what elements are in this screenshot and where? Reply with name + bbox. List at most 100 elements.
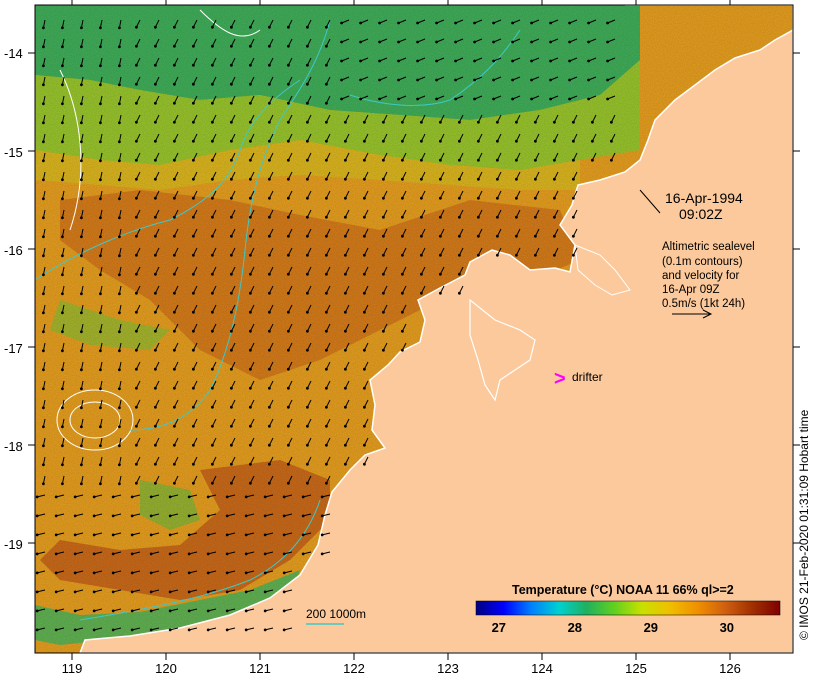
velocity-arrow-head [397,97,400,101]
velocity-arrow-head [80,387,83,391]
velocity-arrow-head [42,178,45,182]
velocity-arrow-head [130,495,134,499]
velocity-arrow-head [118,387,121,391]
velocity-arrow-head [568,78,571,82]
velocity-arrow-head [92,552,96,556]
velocity-arrow-head [301,533,305,537]
velocity-arrow-head [61,406,64,410]
velocity-arrow-head [268,120,271,124]
velocity-arrow-head [54,590,58,594]
velocity-arrow-head [211,196,214,200]
velocity-arrow-head [192,63,195,67]
velocity-arrow-head [515,215,518,219]
velocity-arrow-head [135,101,138,105]
velocity-arrow-head [553,234,556,238]
velocity-arrow-head [135,44,138,48]
velocity-arrow-head [173,234,176,238]
velocity-arrow-head [439,120,442,124]
velocity-arrow-head [263,533,267,537]
velocity-arrow-head [192,25,195,29]
velocity-arrow-head [553,120,556,124]
velocity-arrow-head [568,21,571,25]
velocity-arrow-head [458,177,461,181]
velocity-arrow-head [61,482,64,486]
velocity-arrow-head [206,609,210,613]
velocity-arrow-head [211,462,214,466]
velocity-arrow-head [154,25,157,29]
velocity-arrow-head [42,292,45,296]
velocity-arrow-head [282,514,286,518]
velocity-arrow-head [173,196,176,200]
velocity-arrow-head [282,628,286,632]
velocity-arrow-head [135,329,138,333]
velocity-arrow-head [420,139,423,143]
velocity-arrow-head [73,514,77,518]
velocity-arrow-head [118,349,121,353]
velocity-arrow-head [149,628,153,632]
velocity-arrow-head [268,443,271,447]
velocity-arrow-head [61,121,64,125]
plot-frame [34,4,794,654]
velocity-arrow-head [359,59,362,63]
velocity-arrow-head [35,609,39,613]
velocity-arrow-head [344,462,347,466]
velocity-arrow-head [496,120,499,124]
velocity-arrow-head [192,291,195,295]
velocity-arrow-head [192,348,195,352]
velocity-arrow-head [80,311,83,315]
velocity-arrow-head [54,571,58,575]
velocity-arrow-head [363,329,366,333]
velocity-arrow-head [230,405,233,409]
velocity-arrow-head [458,196,461,200]
velocity-arrow-head [230,310,233,314]
velocity-arrow-head [80,121,83,125]
velocity-arrow-head [149,609,153,613]
velocity-arrow-head [249,82,252,86]
velocity-arrow-head [287,253,290,257]
velocity-arrow-head [320,533,324,537]
velocity-arrow-head [206,533,210,537]
velocity-arrow-head [135,386,138,390]
velocity-arrow-head [306,367,309,371]
velocity-arrow-head [230,329,233,333]
velocity-arrow-head [420,234,423,238]
velocity-arrow-head [230,234,233,238]
velocity-arrow-head [534,253,537,257]
velocity-arrow-head [92,628,96,632]
velocity-arrow-head [130,628,134,632]
velocity-arrow-head [306,443,309,447]
velocity-arrow-head [192,310,195,314]
velocity-arrow-head [477,158,480,162]
velocity-arrow-head [530,21,533,25]
velocity-arrow-head [73,628,77,632]
velocity-arrow-head [135,272,138,276]
velocity-arrow-head [35,514,39,518]
velocity-arrow-head [230,101,233,105]
velocity-arrow-head [401,234,404,238]
velocity-arrow-head [80,83,83,87]
colorbar-tick-label: 30 [720,620,734,635]
velocity-arrow-head [173,177,176,181]
velocity-arrow-head [263,552,267,556]
velocity-arrow-head [306,82,309,86]
velocity-arrow-head [515,158,518,162]
velocity-arrow-head [344,177,347,181]
velocity-arrow-head [61,311,64,315]
x-axis: 119 120 121 122 123 124 125 126 [62,661,741,676]
velocity-arrow-head [168,495,172,499]
velocity-arrow-head [35,552,39,556]
velocity-arrow-head [206,628,210,632]
velocity-arrow-head [363,215,366,219]
velocity-arrow-head [192,177,195,181]
velocity-arrow-head [344,443,347,447]
velocity-arrow-head [42,330,45,334]
velocity-arrow-head [206,514,210,518]
velocity-arrow-head [211,215,214,219]
velocity-arrow-head [473,97,476,101]
velocity-arrow-head [515,253,518,257]
velocity-arrow-head [230,462,233,466]
velocity-arrow-head [230,120,233,124]
velocity-arrow-head [80,216,83,220]
velocity-arrow-head [325,443,328,447]
velocity-arrow-head [192,253,195,257]
